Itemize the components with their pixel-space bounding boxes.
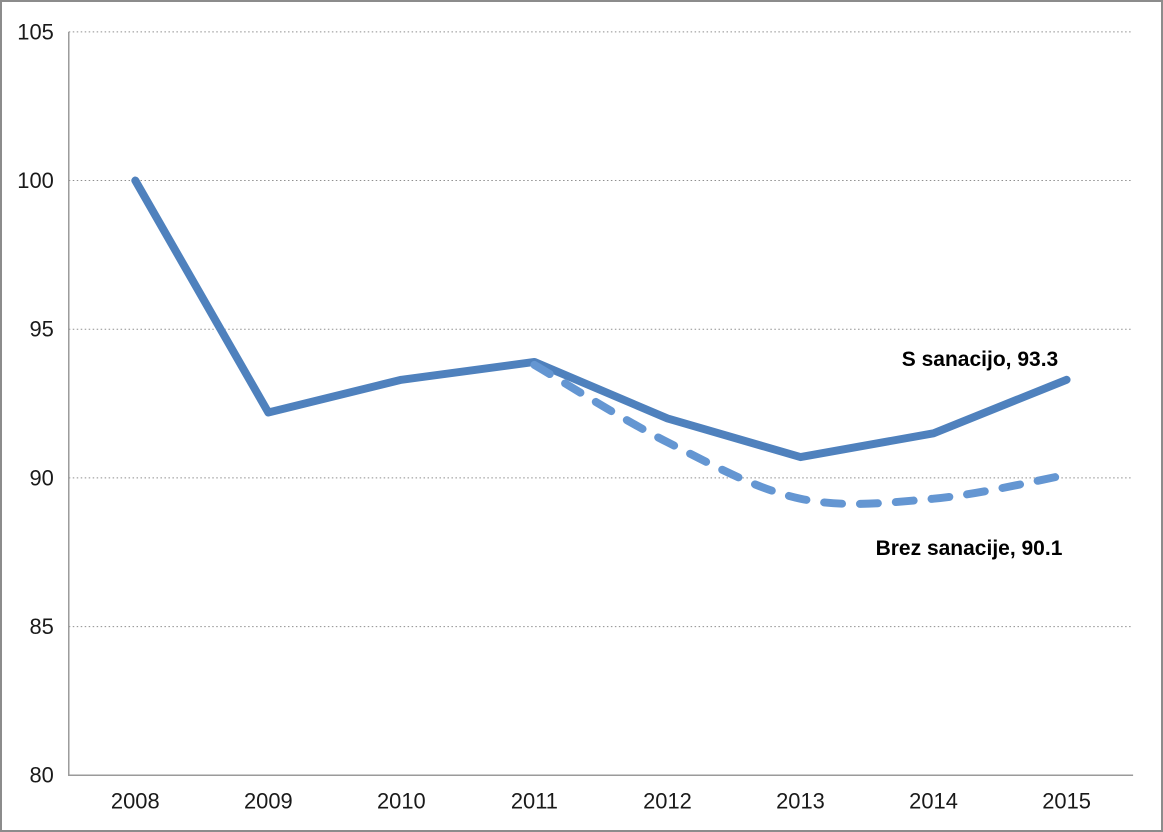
x-tick-label-2011: 2011 — [511, 789, 558, 814]
x-tick-label-2012: 2012 — [643, 789, 692, 814]
y-tick-label-85: 85 — [29, 614, 53, 639]
x-tick-label-2015: 2015 — [1042, 789, 1091, 814]
x-tick-label-2008: 2008 — [111, 789, 160, 814]
y-tick-label-80: 80 — [29, 763, 53, 788]
series-line-s-sanacijo — [131, 176, 1071, 462]
y-tick-label-95: 95 — [29, 317, 53, 342]
y-tick-label-90: 90 — [29, 465, 53, 490]
y-tick-label-100: 100 — [17, 168, 54, 193]
x-tick-label-2013: 2013 — [776, 789, 825, 814]
x-tick-label-2014: 2014 — [909, 789, 958, 814]
series-label-s-sanacijo: S sanacijo, 93.3 — [901, 348, 1059, 371]
y-tick-label-105: 105 — [17, 19, 54, 44]
x-tick-label-2009: 2009 — [244, 789, 293, 814]
series-label-brez-sanacije: Brez sanacije, 90.1 — [875, 537, 1063, 560]
axis-lines — [68, 31, 1134, 777]
series-line-brez-sanacije — [530, 360, 1071, 508]
x-tick-label-2010: 2010 — [377, 789, 426, 814]
